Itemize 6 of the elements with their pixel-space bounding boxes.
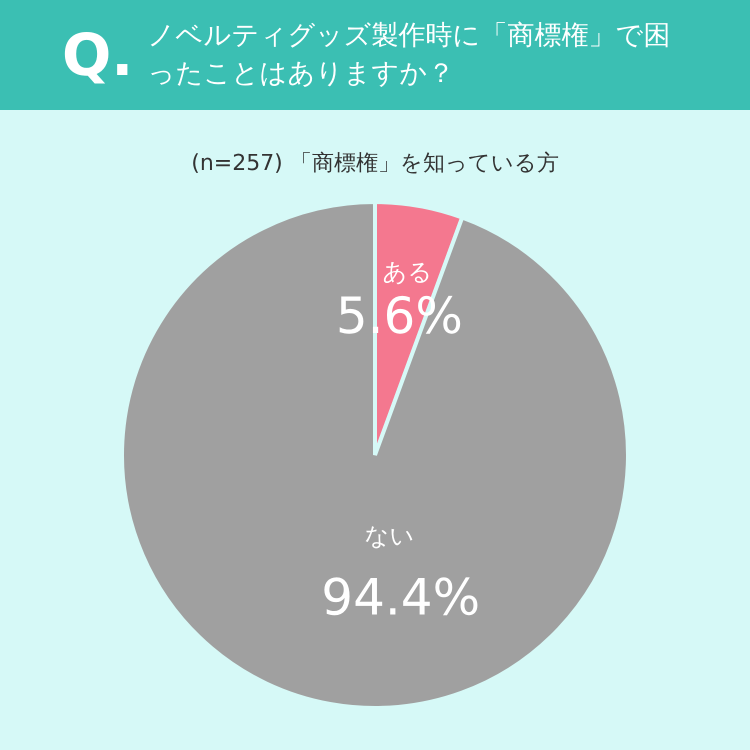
chart-title: ノベルティグッズ製作時に「商標権」で困ったことはありますか？ bbox=[147, 19, 672, 91]
text: Q. bbox=[62, 21, 134, 89]
data-label: 94.4% bbox=[321, 568, 480, 626]
slice-label: ない bbox=[364, 522, 415, 550]
slice-label: ある bbox=[382, 258, 432, 286]
chart-subtitle: (n=257) 「商標権」を知っている方 bbox=[190, 150, 560, 178]
